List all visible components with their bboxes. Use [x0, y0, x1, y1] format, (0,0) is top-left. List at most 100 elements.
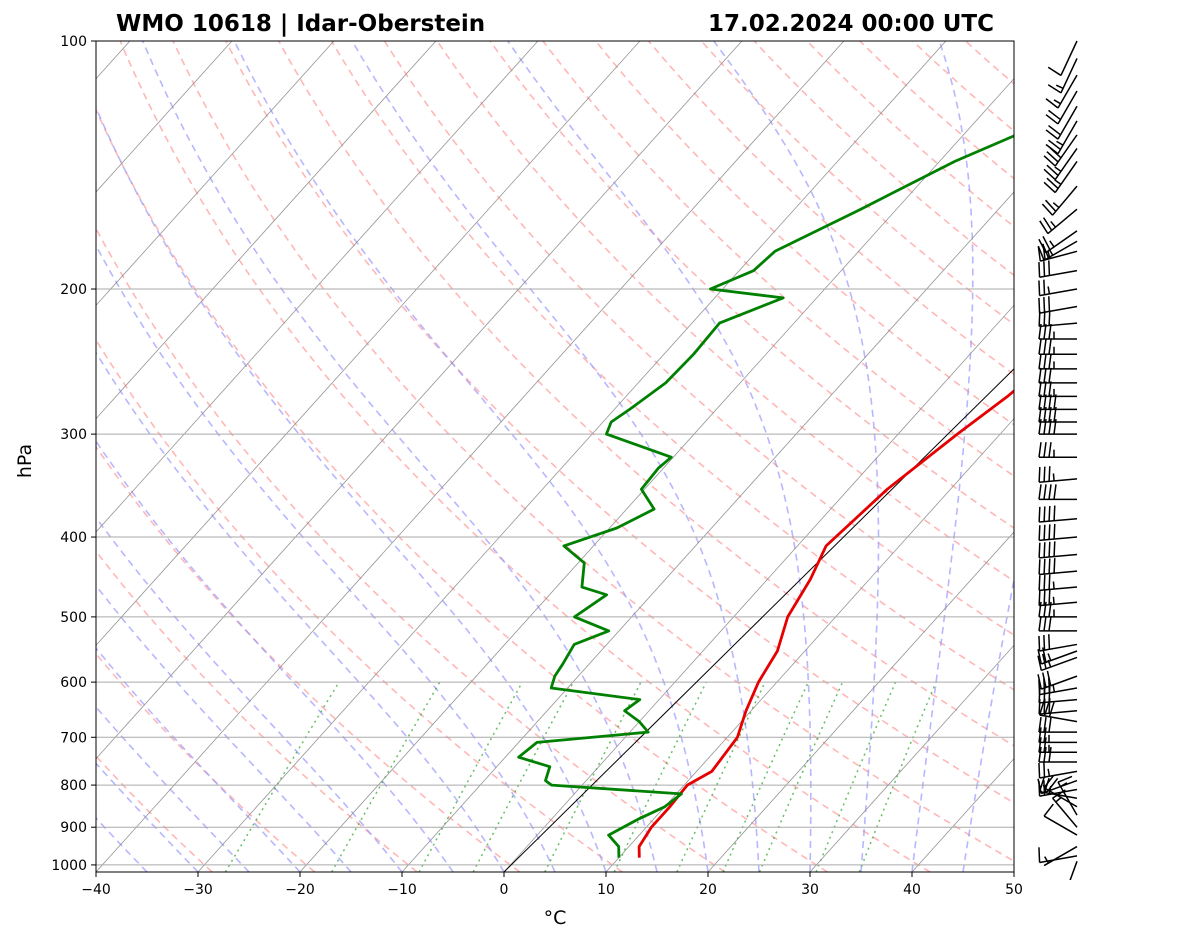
wind-barb-feather — [1043, 635, 1046, 651]
wind-barb-feather — [1053, 484, 1057, 500]
x-tick-label: −40 — [81, 882, 111, 898]
isotherm-line — [401, 191, 1014, 872]
wind-barb-feather — [1048, 310, 1051, 326]
wind-barb-half-feather — [1055, 84, 1064, 90]
isotherm-line — [96, 41, 641, 646]
wind-barb-feather — [1042, 672, 1047, 688]
wind-barb — [1038, 381, 1077, 398]
y-tick-label: 300 — [60, 427, 87, 443]
dry-adiabat-line — [1124, 41, 1181, 872]
wind-barb-feather — [1043, 803, 1054, 817]
wind-barb-staff — [1039, 553, 1078, 559]
wind-barb-feather — [1043, 442, 1047, 458]
wind-barb-feather — [1038, 442, 1042, 458]
wind-barb-feather — [1038, 727, 1042, 743]
y-tick-label: 800 — [60, 778, 87, 794]
wind-barb-staff — [1051, 797, 1078, 828]
x-tick-label: 0 — [500, 882, 509, 898]
wind-barb-feather — [1048, 260, 1051, 276]
wind-barb-half-feather — [1052, 581, 1055, 590]
wind-barb-feather — [1038, 311, 1041, 327]
isotherm-line — [605, 418, 1014, 872]
wind-barb-staff — [1039, 714, 1078, 723]
wind-barb — [1038, 601, 1077, 618]
x-tick-label: 20 — [699, 882, 717, 898]
moist-adiabat-line — [507, 41, 812, 872]
wind-barb-feather — [1053, 523, 1056, 540]
wind-barb-feather — [1048, 442, 1052, 458]
dry-adiabats — [96, 41, 1181, 872]
wind-barb-staff — [1039, 643, 1078, 652]
wind-barb-half-feather — [1054, 166, 1062, 172]
wind-barb-feather — [1046, 151, 1059, 163]
wind-barb-staff — [1047, 208, 1078, 235]
wind-barb — [1045, 90, 1078, 125]
wind-barb — [1038, 727, 1077, 744]
wind-barb-staff — [1039, 478, 1078, 483]
x-axis-ticks: −40 −30 −20 −10 0 10 20 30 40 50 — [81, 872, 1023, 898]
wind-barb-feather — [1043, 261, 1046, 277]
moist-adiabat-line — [96, 439, 454, 872]
mixing-ratio-line — [544, 681, 642, 872]
wind-barb-staff — [1039, 517, 1078, 523]
wind-barb-feather — [1043, 542, 1046, 558]
wind-barb-feather — [1043, 590, 1046, 606]
wind-barb-staff — [1039, 536, 1078, 542]
plot-area — [96, 41, 1181, 872]
wind-barb-staff — [1041, 779, 1078, 795]
wind-barb-feather — [1043, 484, 1047, 500]
wind-barb-feather — [1037, 245, 1045, 261]
wind-barb-feather — [1045, 114, 1059, 125]
wind-barb — [1038, 230, 1078, 254]
x-tick-label: −10 — [387, 882, 417, 898]
wind-barb-feather — [1038, 575, 1041, 591]
wind-barb-feather — [1038, 467, 1041, 483]
wind-barb-feather — [1038, 615, 1042, 632]
wind-barb-feather — [1043, 279, 1046, 295]
wind-barb-feather — [1048, 615, 1052, 632]
isotherm-line — [96, 41, 437, 420]
wind-barb-half-feather — [1049, 240, 1055, 248]
wind-barb-feather — [1039, 220, 1049, 235]
dry-adiabat-line — [96, 652, 316, 872]
wind-barb-feather — [1038, 525, 1041, 541]
wind-barb-feather — [1043, 155, 1056, 167]
x-tick-label: 30 — [801, 882, 819, 898]
wind-barb-staff — [1057, 781, 1078, 816]
wind-barb-feather — [1048, 381, 1052, 397]
wind-barb-staff — [1045, 230, 1078, 254]
wind-barb-staff — [1051, 185, 1078, 216]
dry-adiabat-line — [806, 41, 1014, 228]
wind-barb — [1038, 574, 1078, 592]
isotherm-line — [96, 41, 743, 760]
wind-barb-half-feather — [1052, 473, 1055, 481]
wind-barb-staff — [1041, 650, 1078, 665]
dry-adiabat-line — [595, 41, 1014, 426]
wind-barb — [1038, 296, 1078, 314]
y-tick-label: 1000 — [51, 858, 87, 874]
wind-barbs-panel — [1037, 40, 1078, 880]
wind-barb-staff — [1039, 788, 1078, 797]
wind-barb-feather — [1048, 339, 1052, 355]
wind-barb — [1038, 310, 1078, 328]
wind-barb-feather — [1043, 761, 1046, 778]
wind-barb-half-feather — [1050, 220, 1057, 228]
dry-adiabat-line — [330, 41, 1014, 691]
wind-barb-half-feather — [1047, 653, 1052, 661]
wind-barb-staff — [1039, 322, 1078, 328]
wind-barb-feather — [1038, 746, 1042, 763]
wind-barb-feather — [1053, 541, 1056, 557]
wind-barb-staff — [1039, 770, 1078, 779]
wind-barb — [1037, 778, 1078, 795]
isotherm-line — [299, 78, 1014, 872]
dry-adiabat-line — [436, 41, 1014, 583]
wind-barb-half-feather — [1056, 140, 1064, 146]
wind-barb-staff — [1043, 240, 1078, 261]
wind-barb-feather — [1043, 310, 1046, 327]
wind-barb-half-feather — [1052, 202, 1060, 209]
wind-barb-feather — [1043, 466, 1046, 482]
isotherm-line — [707, 531, 1014, 872]
moist-adiabat-line — [141, 41, 658, 872]
wind-barb-feather — [1043, 615, 1047, 632]
moist-adiabats — [96, 41, 1014, 872]
